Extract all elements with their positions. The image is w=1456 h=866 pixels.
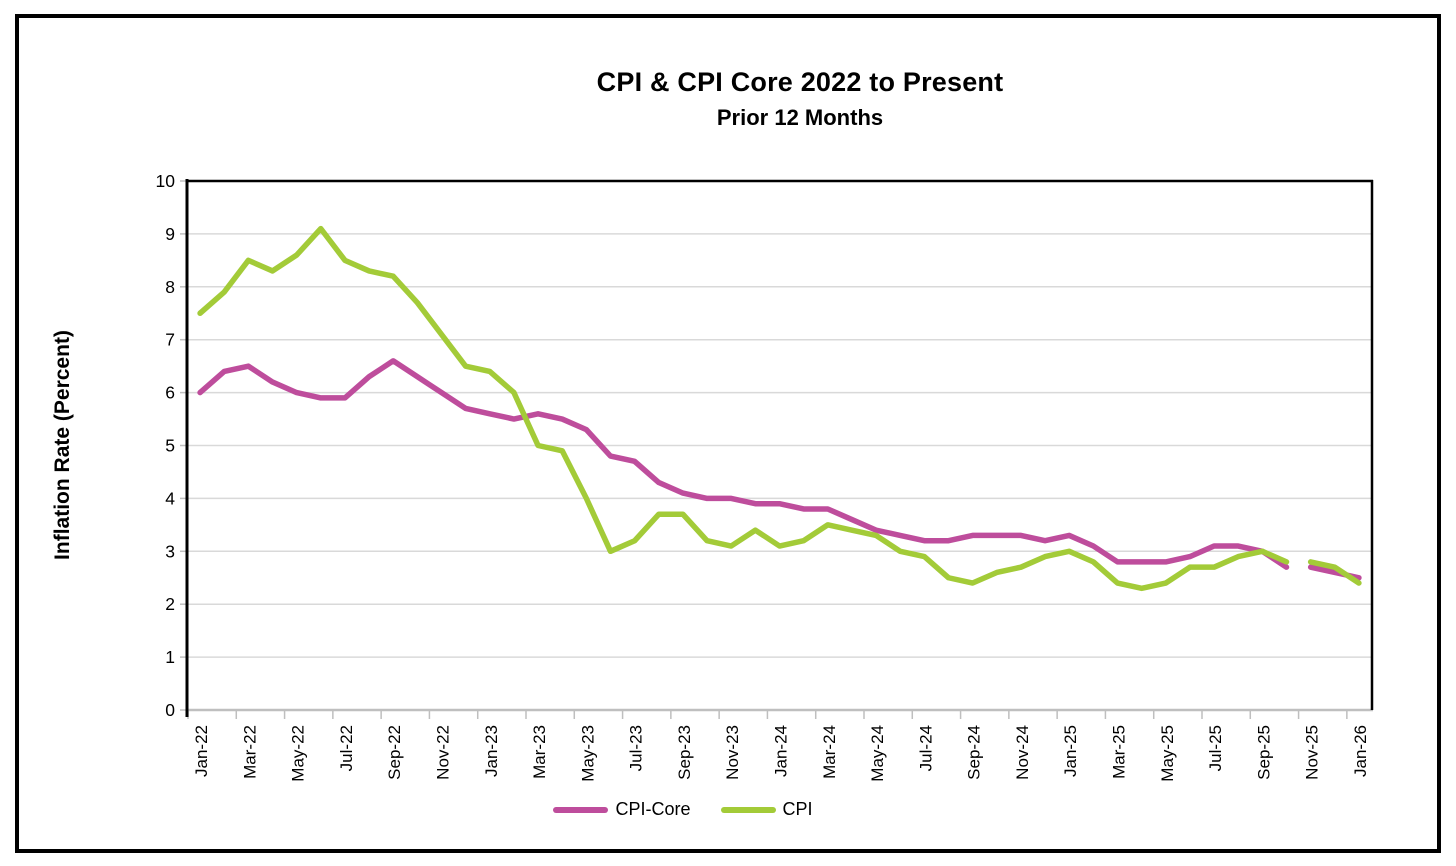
- y-tick-label: 1: [165, 647, 175, 667]
- x-tick-label: Jul-24: [916, 725, 935, 771]
- y-tick-label: 9: [165, 224, 175, 244]
- y-tick-label: 8: [165, 277, 175, 297]
- x-tick-label: Jul-23: [627, 725, 646, 771]
- x-tick-label: Sep-25: [1254, 725, 1273, 780]
- projected-segment: [1307, 559, 1362, 586]
- plot-borders: [185, 179, 1374, 717]
- history-segment: [197, 358, 1290, 570]
- y-tick-label: 7: [165, 330, 175, 350]
- history-segment: [197, 225, 1290, 592]
- legend-item-cpi: CPI: [720, 799, 813, 820]
- x-tick-label: Mar-22: [240, 725, 259, 779]
- x-tick-label: Jul-22: [337, 725, 356, 771]
- y-tick-label: 2: [165, 594, 175, 614]
- x-tick-label: May-25: [1158, 725, 1177, 782]
- y-tick-label: 0: [165, 700, 175, 720]
- chart-subtitle: Prior 12 Months: [716, 105, 884, 131]
- legend-label-cpi-core: CPI-Core: [615, 799, 691, 819]
- y-tick-label: 6: [165, 383, 175, 403]
- x-tick-label: Jan-25: [1061, 725, 1080, 777]
- x-tick-label: Jul-25: [1206, 725, 1225, 771]
- title-block: CPI & CPI Core 2022 to Present Prior 12 …: [210, 66, 1390, 132]
- y-tick-label: 10: [156, 171, 176, 191]
- x-tick-label: Nov-25: [1303, 725, 1322, 780]
- x-tick-label: Jan-22: [192, 725, 211, 777]
- x-tick-label: Nov-24: [1013, 725, 1032, 780]
- x-tick-label: Mar-23: [530, 725, 549, 779]
- x-tick-label: Mar-25: [1110, 725, 1129, 779]
- legend-item-cpi-core: CPI-Core: [553, 799, 691, 820]
- x-tick-label: Nov-22: [434, 725, 453, 780]
- y-axis-labels: 0 1 2 3 4 5 6 7 8 9 10: [156, 171, 176, 720]
- y-gridlines: [188, 233, 1371, 658]
- series-line-cpi: [197, 225, 1362, 592]
- x-tick-label: Jan-26: [1351, 725, 1370, 777]
- figure-border: [15, 14, 1441, 853]
- cpi-line-swatch-icon: [720, 806, 776, 813]
- chart-title: CPI & CPI Core 2022 to Present: [596, 67, 1004, 97]
- chart-legend: CPI-Core CPI: [0, 799, 1366, 820]
- y-tick-label: 5: [165, 436, 175, 456]
- x-tick-label: Sep-23: [675, 725, 694, 780]
- x-tick-label: May-22: [289, 725, 308, 782]
- x-tick-label: May-24: [868, 725, 887, 782]
- x-tick-label: Jan-23: [482, 725, 501, 777]
- cpi-core-line-swatch-icon: [553, 806, 609, 813]
- x-tick-label: Sep-22: [385, 725, 404, 780]
- y-tick-label: 3: [165, 541, 175, 561]
- x-tick-label: Nov-23: [723, 725, 742, 780]
- x-axis-labels: Jan-22 Mar-22 May-22 Jul-22 Sep-22 Nov-22 Jan-…: [192, 725, 1370, 782]
- axis-tick-marks: [180, 180, 1348, 719]
- legend-label-cpi: CPI: [782, 799, 813, 819]
- x-tick-label: May-23: [578, 725, 597, 782]
- x-tick-label: Mar-24: [820, 725, 839, 779]
- x-tick-label: Sep-24: [965, 725, 984, 780]
- x-tick-label: Jan-24: [772, 725, 791, 777]
- y-tick-label: 4: [165, 488, 175, 508]
